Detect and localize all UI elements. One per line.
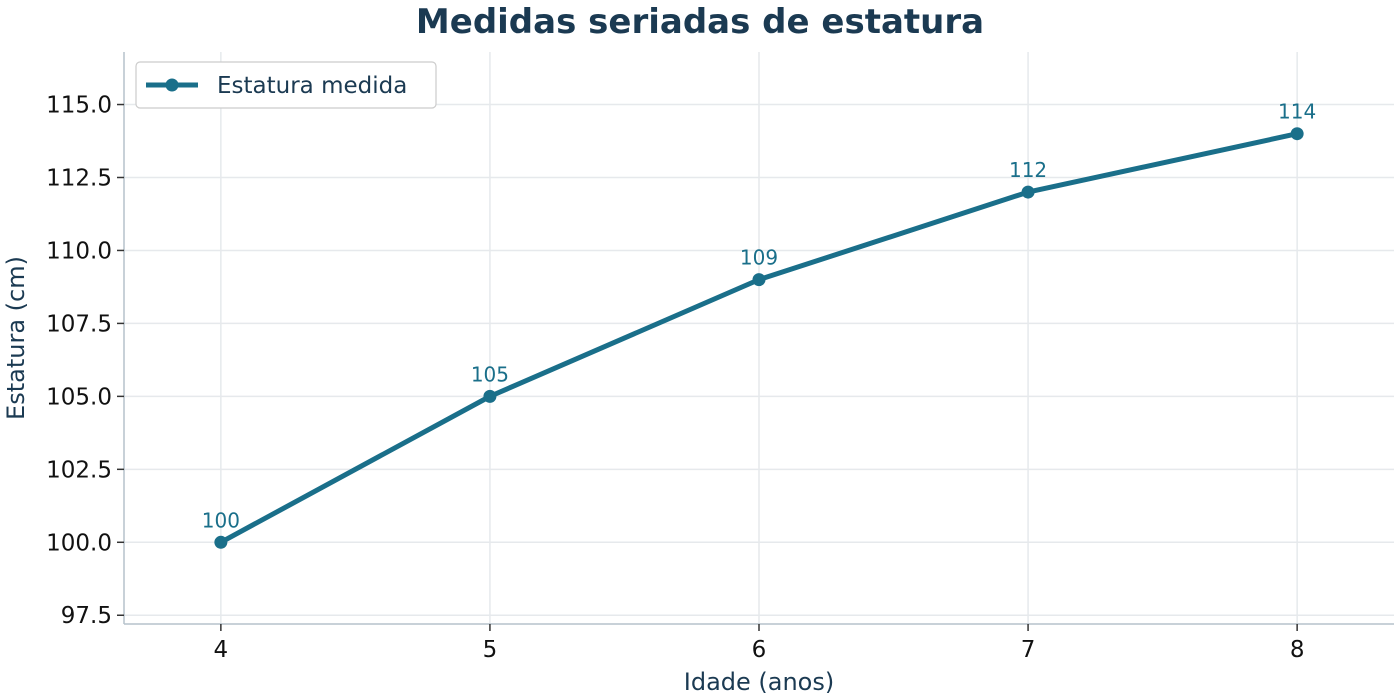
data-label: 114 (1278, 100, 1316, 124)
y-tick-label: 107.5 (46, 311, 112, 337)
data-label: 105 (471, 362, 509, 386)
x-tick-label: 6 (752, 637, 767, 663)
y-axis-label: Estatura (cm) (2, 256, 30, 420)
x-tick-label: 8 (1290, 637, 1305, 663)
data-label: 112 (1009, 158, 1047, 182)
data-point (752, 273, 766, 287)
y-tick-label: 100.0 (46, 530, 112, 556)
data-point (483, 389, 497, 403)
x-axis-label: Idade (anos) (684, 668, 834, 696)
chart-title: Medidas seriadas de estatura (416, 2, 984, 42)
series-estatura (214, 127, 1304, 549)
y-tick-label: 105.0 (46, 384, 112, 410)
data-label: 109 (740, 246, 778, 270)
y-tick-label: 102.5 (46, 457, 112, 483)
data-label: 100 (202, 508, 240, 532)
data-point (214, 535, 228, 549)
data-labels: 100 105 109 112 114 (202, 100, 1316, 533)
axis-ticks: 97.5 100.0 102.5 105.0 107.5 110.0 112.5 115.0 4… (46, 93, 1304, 663)
y-tick-label: 97.5 (61, 603, 112, 629)
y-tick-label: 115.0 (46, 93, 112, 119)
data-point (1290, 127, 1304, 141)
legend: Estatura medida (135, 61, 437, 109)
y-tick-label: 112.5 (46, 165, 112, 191)
x-tick-label: 4 (214, 637, 229, 663)
legend-box (135, 61, 437, 109)
grid (124, 52, 1394, 624)
data-point (1021, 185, 1035, 199)
legend-dot-marker (165, 78, 179, 92)
x-tick-label: 7 (1021, 637, 1036, 663)
legend-entry-label: Estatura medida (217, 73, 407, 99)
x-tick-label: 5 (483, 637, 498, 663)
y-tick-label: 110.0 (46, 238, 112, 264)
